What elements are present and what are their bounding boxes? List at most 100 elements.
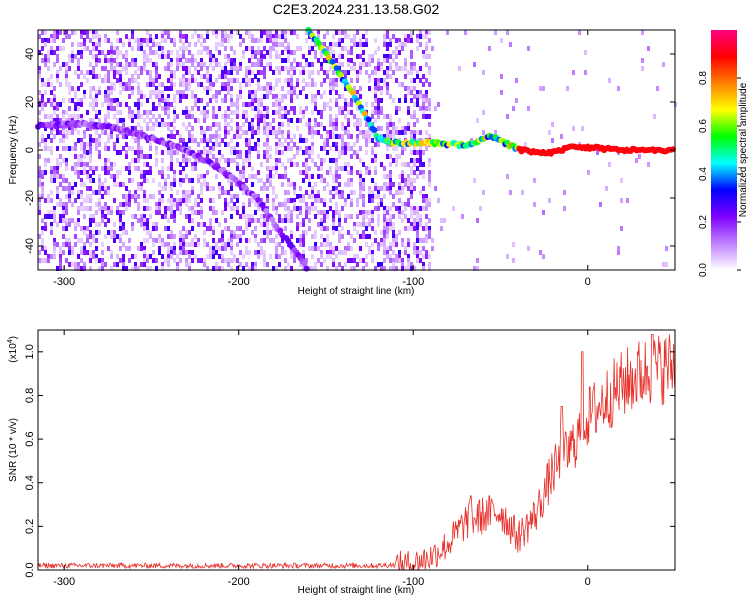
spectrogram-cell: [65, 210, 68, 215]
spectrogram-cell: [113, 98, 116, 103]
spectrogram-cell: [317, 30, 320, 35]
spectrogram-cell: [338, 106, 341, 111]
spectrogram-cell: [248, 158, 251, 163]
spectrogram-cell: [398, 230, 401, 235]
spectrogram-cell: [305, 174, 308, 179]
spectrogram-cell: [146, 126, 149, 131]
spectrogram-cell: [221, 230, 224, 235]
spectrogram-cell: [272, 34, 275, 39]
spectrogram-cell: [287, 70, 290, 75]
spectrogram-cell: [95, 110, 98, 115]
spectrogram-cell: [326, 130, 329, 135]
spectrogram-cell: [224, 66, 227, 71]
spectrogram-cell: [371, 110, 374, 115]
spectrogram-cell: [95, 42, 98, 47]
spectrogram-cell: [128, 78, 131, 83]
spectrogram-cell: [257, 178, 260, 183]
spectrogram-cell: [149, 118, 152, 123]
spectrogram-cell: [248, 218, 251, 223]
spectrogram-cell: [116, 54, 119, 59]
spectrogram-cell: [164, 178, 167, 183]
spectrogram-cell: [344, 130, 347, 135]
spectrogram-cell: [143, 50, 146, 55]
spectrogram-cell: [374, 66, 377, 71]
spectrogram-cell: [245, 110, 248, 115]
spectrogram-cell: [89, 126, 92, 131]
spectrogram-cell: [257, 114, 260, 119]
spectrogram-cell: [437, 102, 440, 107]
spectrogram-cell: [350, 202, 353, 207]
spectrogram-cell: [335, 30, 338, 35]
spectrogram-cell: [392, 194, 395, 199]
spectrogram-cell: [173, 42, 176, 47]
spectrogram-cell: [248, 94, 251, 99]
spectrogram-cell: [146, 98, 149, 103]
spectrogram-cell: [344, 182, 347, 187]
spectrogram-cell: [413, 114, 416, 119]
spectrogram-cell: [167, 122, 170, 127]
spectrogram-cell: [287, 142, 290, 147]
spectrogram-cell: [182, 50, 185, 55]
spectrogram-cell: [83, 38, 86, 43]
spectrogram-cell: [398, 206, 401, 211]
spectrogram-cell: [263, 118, 266, 123]
spectrogram-cell: [374, 158, 377, 163]
spectrogram-cell: [92, 138, 95, 143]
spectrogram-cell: [110, 210, 113, 215]
spectrogram-cell: [176, 158, 179, 163]
spectrogram-cell: [155, 62, 158, 67]
spectrogram-cell: [587, 170, 590, 175]
spectrogram-cell: [335, 190, 338, 195]
spectrogram-cell: [182, 178, 185, 183]
spectrogram-cell: [416, 130, 419, 135]
spectrogram-cell: [299, 238, 302, 243]
spectrogram-cell: [428, 170, 431, 175]
spectrogram-cell: [125, 246, 128, 251]
spectrogram-cell: [344, 30, 347, 35]
spectrogram-cell: [41, 194, 44, 199]
spectrogram-cell: [185, 234, 188, 239]
spectrogram-cell: [377, 110, 380, 115]
spectrogram-cell: [56, 34, 59, 39]
spectrogram-cell: [434, 186, 437, 191]
spectrogram-cell: [212, 94, 215, 99]
spectrogram-cell: [155, 106, 158, 111]
spectrogram-cell: [221, 266, 224, 271]
spectrogram-cell: [329, 90, 332, 95]
spectrogram-cell: [110, 130, 113, 135]
spectrogram-cell: [146, 222, 149, 227]
spectrogram-cell: [95, 30, 98, 35]
spectrogram-cell: [98, 154, 101, 159]
spectrogram-cell: [209, 150, 212, 155]
spectrogram-cell: [53, 30, 56, 35]
spectrogram-cell: [389, 254, 392, 259]
spectrogram-cell: [191, 218, 194, 223]
spectrogram-cell: [368, 170, 371, 175]
spectrogram-cell: [170, 162, 173, 167]
spectrogram-cell: [377, 62, 380, 67]
spectrogram-cell: [293, 206, 296, 211]
spectrogram-cell: [146, 162, 149, 167]
spectrogram-cell: [500, 74, 503, 79]
spectrogram-cell: [191, 54, 194, 59]
spectrogram-cell: [230, 250, 233, 255]
spectrogram-cell: [365, 226, 368, 231]
spectrogram-cell: [221, 234, 224, 239]
spectrogram-cell: [356, 106, 359, 111]
spectrogram-cell: [329, 246, 332, 251]
spectrogram-cell: [173, 114, 176, 119]
spectrogram-cell: [206, 30, 209, 35]
spectrogram-cell: [338, 218, 341, 223]
spectrogram-cell: [194, 102, 197, 107]
spectrogram-track-point: [301, 260, 308, 267]
spectrogram-cell: [425, 222, 428, 227]
spectrogram-cell: [59, 182, 62, 187]
spectrogram-cell: [236, 266, 239, 271]
spectrogram-cell: [299, 90, 302, 95]
spectrogram-cell: [134, 198, 137, 203]
spectrogram-cell: [413, 226, 416, 231]
spectrogram-cell: [101, 50, 104, 55]
spectrogram-cell: [41, 38, 44, 43]
spectrogram-cell: [323, 106, 326, 111]
spectrogram-cell: [293, 142, 296, 147]
